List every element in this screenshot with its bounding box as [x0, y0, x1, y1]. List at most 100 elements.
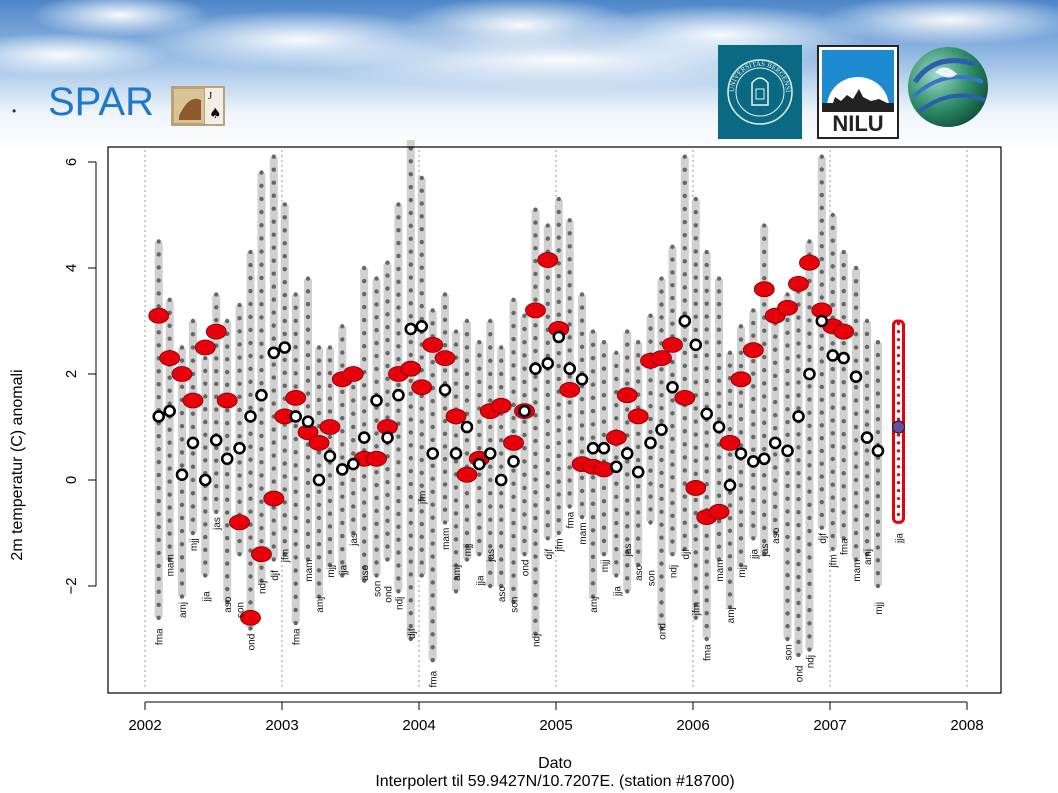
ensemble-member-dot [305, 531, 311, 537]
ensemble-member-dot [659, 535, 664, 540]
ensemble-member-dot [362, 317, 367, 323]
ensemble-member-dot [464, 557, 470, 562]
model-point [757, 452, 771, 466]
ensemble-member-dot [773, 452, 778, 457]
ensemble-member-dot [225, 497, 230, 502]
ensemble-member-dot [477, 525, 482, 530]
ensemble-member-dot [362, 552, 367, 557]
ensemble-member-dot [522, 459, 527, 464]
model-point [768, 436, 782, 450]
ensemble-member-dot [693, 380, 698, 385]
ensemble-member-dot [590, 355, 596, 361]
ensemble-member-dot [853, 424, 859, 430]
ensemble-member-dot [408, 443, 413, 448]
ensemble-member-dot [830, 418, 835, 423]
ensemble-member-dot [305, 314, 311, 320]
ensemble-member-dot [545, 288, 550, 293]
ensemble-member-dot [716, 531, 722, 537]
ensemble-member-dot [327, 537, 333, 542]
season-label-mam: mam [852, 560, 863, 582]
ensemble-member-dot [841, 406, 846, 411]
ensemble-member-dot [704, 249, 709, 255]
ensemble-member-dot [601, 538, 607, 544]
ensemble-member-dot [156, 239, 161, 244]
ensemble-member-dot [453, 381, 459, 386]
season-label-ond: ond [246, 634, 257, 651]
ensemble-member-dot [237, 316, 242, 321]
ensemble-member-dot [362, 422, 367, 427]
ensemble-member-dot [807, 542, 812, 547]
ensemble-member-dot [533, 323, 538, 328]
ensemble-member-dot [556, 530, 561, 536]
ensemble-member-dot [875, 340, 881, 345]
ensemble-member-dot [488, 544, 493, 549]
ensemble-member-dot [327, 396, 333, 401]
model-point [689, 338, 703, 352]
ensemble-member-dot [545, 405, 550, 411]
model-point [244, 410, 257, 423]
ensemble-member-dot [819, 346, 824, 351]
ensemble-member-dot [738, 536, 744, 541]
ensemble-member-dot [853, 464, 859, 469]
ensemble-member-dot [841, 523, 846, 528]
observed-point [627, 408, 649, 425]
ensemble-member-dot [374, 379, 379, 385]
ensemble-member-dot [625, 550, 630, 555]
ensemble-member-dot [477, 446, 482, 451]
ensemble-member-dot [533, 631, 538, 636]
ensemble-member-dot [477, 512, 482, 517]
ensemble-member-dot [167, 505, 172, 510]
ensemble-member-dot [419, 201, 424, 206]
ensemble-member-dot [648, 429, 653, 435]
ensemble-member-dot [670, 539, 675, 544]
ensemble-member-dot [545, 379, 550, 385]
ensemble-member-dot [796, 600, 801, 606]
ensemble-member-dot [704, 262, 709, 268]
ensemble-member-dot [385, 389, 390, 394]
ensemble-member-dot [567, 452, 572, 457]
ensemble-member-dot [511, 520, 516, 526]
ensemble-member-dot [225, 586, 230, 592]
ensemble-member-dot [751, 498, 756, 503]
ensemble-member-dot [670, 462, 675, 467]
ensemble-member-dot [830, 482, 835, 487]
ensemble-member-dot [875, 391, 881, 396]
ensemble-member-dot [271, 232, 276, 237]
ensemble-member-dot [362, 565, 367, 570]
ensemble-member-dot [819, 410, 824, 415]
ensemble-member-dot [682, 193, 687, 199]
ensemble-member-dot [727, 566, 733, 572]
ensemble-member-dot [796, 445, 801, 450]
ensemble-member-dot [716, 314, 722, 320]
ensemble-member-dot [751, 434, 756, 440]
ensemble-bar [280, 204, 289, 555]
ensemble-member-dot [704, 611, 709, 616]
ensemble-member-dot [259, 539, 264, 544]
ensemble-member-dot [625, 355, 630, 360]
ensemble-member-dot [511, 428, 516, 434]
model-point [815, 314, 829, 328]
season-label-mam: mam [578, 522, 589, 544]
forecast-member-dot [896, 385, 901, 389]
ensemble-member-dot [636, 562, 641, 567]
ensemble-member-dot [293, 450, 298, 455]
globe-logo [905, 42, 991, 132]
ensemble-member-dot [374, 469, 379, 475]
ensemble-member-dot [282, 461, 287, 466]
ensemble-member-dot [374, 315, 379, 320]
ensemble-member-dot [385, 557, 390, 562]
svg-text:J: J [208, 90, 213, 102]
ensemble-member-dot [419, 496, 424, 501]
season-label-aso: aso [223, 596, 234, 613]
season-label-son: son [236, 602, 247, 618]
ensemble-member-dot [419, 521, 424, 527]
ensemble-member-dot [682, 285, 687, 290]
ensemble-member-dot [214, 356, 219, 361]
ensemble-member-dot [762, 420, 767, 425]
ensemble-member-dot [716, 455, 722, 460]
forecast-member-dot [896, 345, 901, 350]
ensemble-member-dot [203, 522, 208, 527]
forecast-member-dot [896, 504, 901, 509]
ensemble-member-dot [636, 379, 641, 384]
ensemble-member-dot [453, 537, 459, 542]
